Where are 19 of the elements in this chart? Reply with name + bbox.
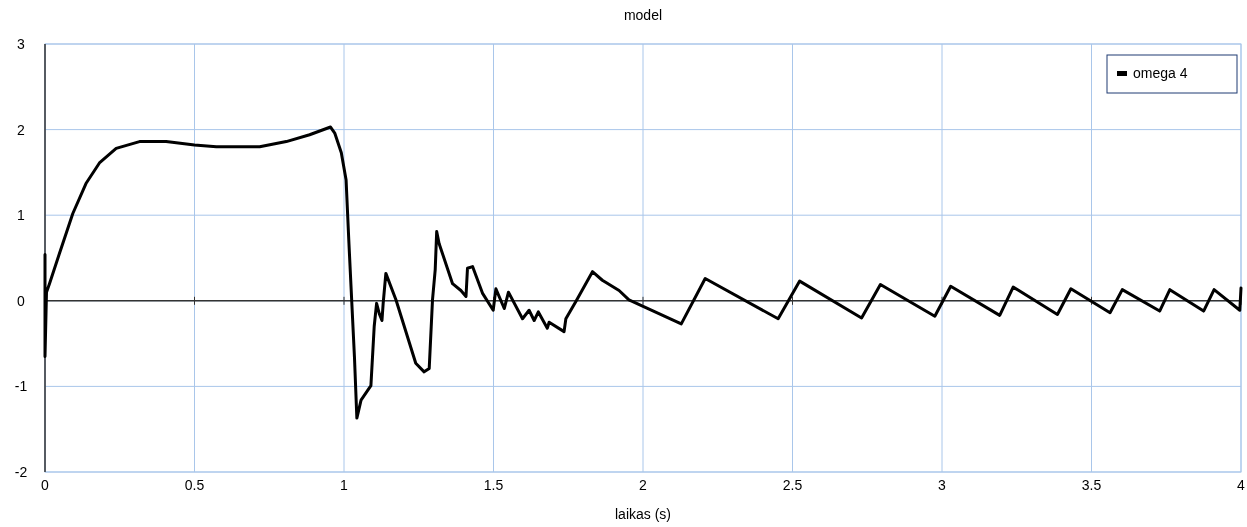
legend-label: omega 4 [1133,65,1188,81]
chart-title: model [623,7,663,23]
y-tick-label: 1 [17,207,26,224]
x-axis-title: laikas (s) [614,506,672,522]
x-tick-label: 0.5 [184,477,205,493]
x-tick-label: 0 [41,477,50,493]
x-tick-label: 1 [340,477,349,493]
x-tick-label: 1.5 [483,477,504,493]
y-tick-label: 0 [17,292,26,309]
y-tick-label: -2 [14,464,28,480]
x-tick-label: 2.5 [782,477,803,493]
y-tick-label: -1 [14,378,28,395]
x-tick-label: 3 [938,477,947,493]
x-tick-label: 2 [639,477,648,493]
y-tick-label: 2 [17,121,26,138]
line-series [43,125,1243,420]
x-tick-label: 4 [1237,477,1246,493]
x-tick-label: 3.5 [1081,477,1102,493]
y-tick-label: 3 [17,36,26,52]
